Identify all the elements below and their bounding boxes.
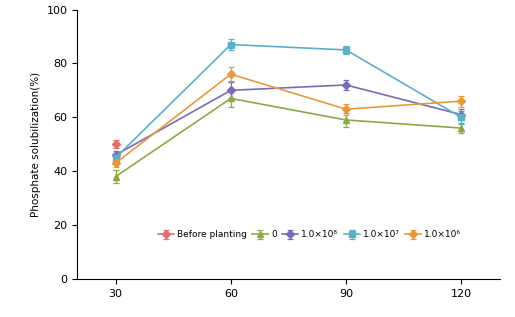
Legend: Before planting, 0, 1.0×10⁸, 1.0×10⁷, 1.0×10⁶: Before planting, 0, 1.0×10⁸, 1.0×10⁷, 1.… [158,230,461,239]
Y-axis label: Phosphate solubilization(%): Phosphate solubilization(%) [31,72,41,217]
